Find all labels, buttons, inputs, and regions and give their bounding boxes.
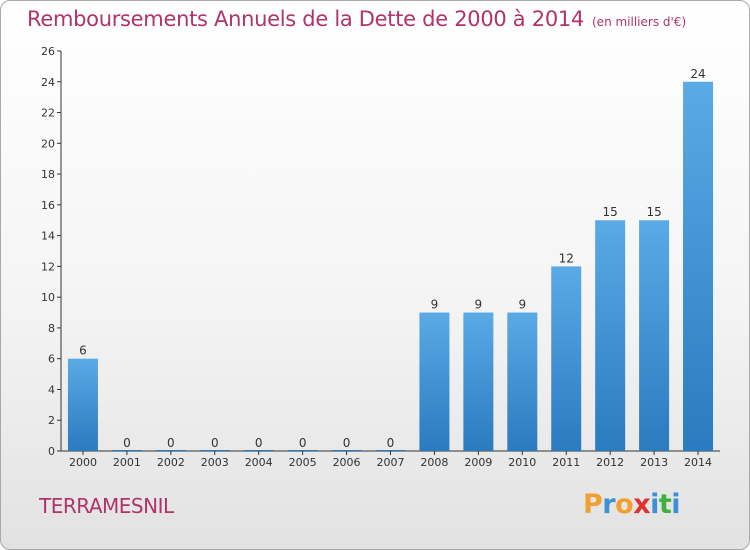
x-tick-label: 2011 xyxy=(552,456,580,469)
bar xyxy=(155,450,186,451)
chart-title: Remboursements Annuels de la Dette de 20… xyxy=(27,7,584,31)
bar xyxy=(463,312,494,451)
bar-data-label: 0 xyxy=(211,436,219,450)
y-tick-label: 0 xyxy=(48,445,55,458)
town-name: TERRAMESNIL xyxy=(39,494,174,518)
logo-letter: i xyxy=(650,489,659,520)
logo-letter: x xyxy=(633,489,651,520)
x-axis: 2000 2001 2002 2003 2004 2005 2006 2007 2008 2009… xyxy=(61,450,720,469)
bar-data-label: 9 xyxy=(518,298,526,312)
bar-data-label: 24 xyxy=(690,67,705,81)
y-tick-label: 4 xyxy=(48,383,55,396)
bar-data-label: 6 xyxy=(79,344,87,358)
y-tick-label: 16 xyxy=(41,199,55,212)
bar xyxy=(287,450,318,451)
bar xyxy=(683,81,714,452)
bar xyxy=(375,450,406,451)
bar-data-label: 9 xyxy=(475,298,483,312)
x-tick-label: 2004 xyxy=(245,456,273,469)
x-tick-label: 2007 xyxy=(377,456,405,469)
x-tick-label: 2012 xyxy=(596,456,624,469)
bar-data-label: 0 xyxy=(123,436,131,450)
bar xyxy=(243,450,274,451)
bars xyxy=(67,81,714,452)
bar-data-label: 12 xyxy=(559,251,574,265)
bar-data-label: 0 xyxy=(299,436,307,450)
logo-letter: i xyxy=(671,489,681,520)
bar xyxy=(419,312,450,451)
bar xyxy=(331,450,362,451)
y-tick-label: 24 xyxy=(41,76,55,89)
y-tick-label: 8 xyxy=(48,322,55,335)
logo-letter: P xyxy=(583,489,603,520)
y-tick-label: 2 xyxy=(48,414,55,427)
bar-data-label: 0 xyxy=(387,436,395,450)
bar xyxy=(551,266,582,451)
x-tick-label: 2009 xyxy=(464,456,492,469)
y-tick-label: 12 xyxy=(41,260,55,273)
x-tick-label: 2002 xyxy=(157,456,185,469)
x-tick-label: 2001 xyxy=(113,456,141,469)
y-tick-label: 20 xyxy=(41,137,55,150)
bar xyxy=(507,312,538,451)
x-tick-label: 2005 xyxy=(289,456,317,469)
logo-letter: o xyxy=(615,489,634,520)
bar-data-label: 0 xyxy=(343,436,351,450)
bar-data-label: 15 xyxy=(603,205,618,219)
x-tick-label: 2013 xyxy=(640,456,668,469)
bar xyxy=(639,220,670,451)
x-tick-label: 2000 xyxy=(69,456,97,469)
bar xyxy=(199,450,230,451)
y-tick-label: 22 xyxy=(41,107,55,120)
logo-letter: r xyxy=(602,489,616,520)
data-labels: 6 0 0 0 0 0 0 0 9 9 9 12 15 15 24 xyxy=(79,67,706,450)
proxiti-logo: Proxiti xyxy=(583,489,681,520)
bar xyxy=(111,450,142,451)
logo-letter: t xyxy=(658,489,672,520)
chart-title-wrap: Remboursements Annuels de la Dette de 20… xyxy=(27,7,686,31)
bar xyxy=(67,358,98,451)
y-tick-label: 26 xyxy=(41,45,55,58)
y-tick-label: 10 xyxy=(41,291,55,304)
x-tick-label: 2006 xyxy=(333,456,361,469)
x-tick-label: 2003 xyxy=(201,456,229,469)
bar-data-label: 0 xyxy=(167,436,175,450)
x-tick-label: 2008 xyxy=(420,456,448,469)
bar xyxy=(595,220,626,451)
bar-data-label: 0 xyxy=(255,436,263,450)
x-tick-label: 2010 xyxy=(508,456,536,469)
y-tick-label: 6 xyxy=(48,353,55,366)
bar-data-label: 9 xyxy=(431,298,439,312)
y-tick-label: 14 xyxy=(41,230,55,243)
y-tick-label: 18 xyxy=(41,168,55,181)
bar-data-label: 15 xyxy=(646,205,661,219)
x-tick-label: 2014 xyxy=(684,456,712,469)
chart-unit: (en milliers d'€) xyxy=(592,15,687,29)
